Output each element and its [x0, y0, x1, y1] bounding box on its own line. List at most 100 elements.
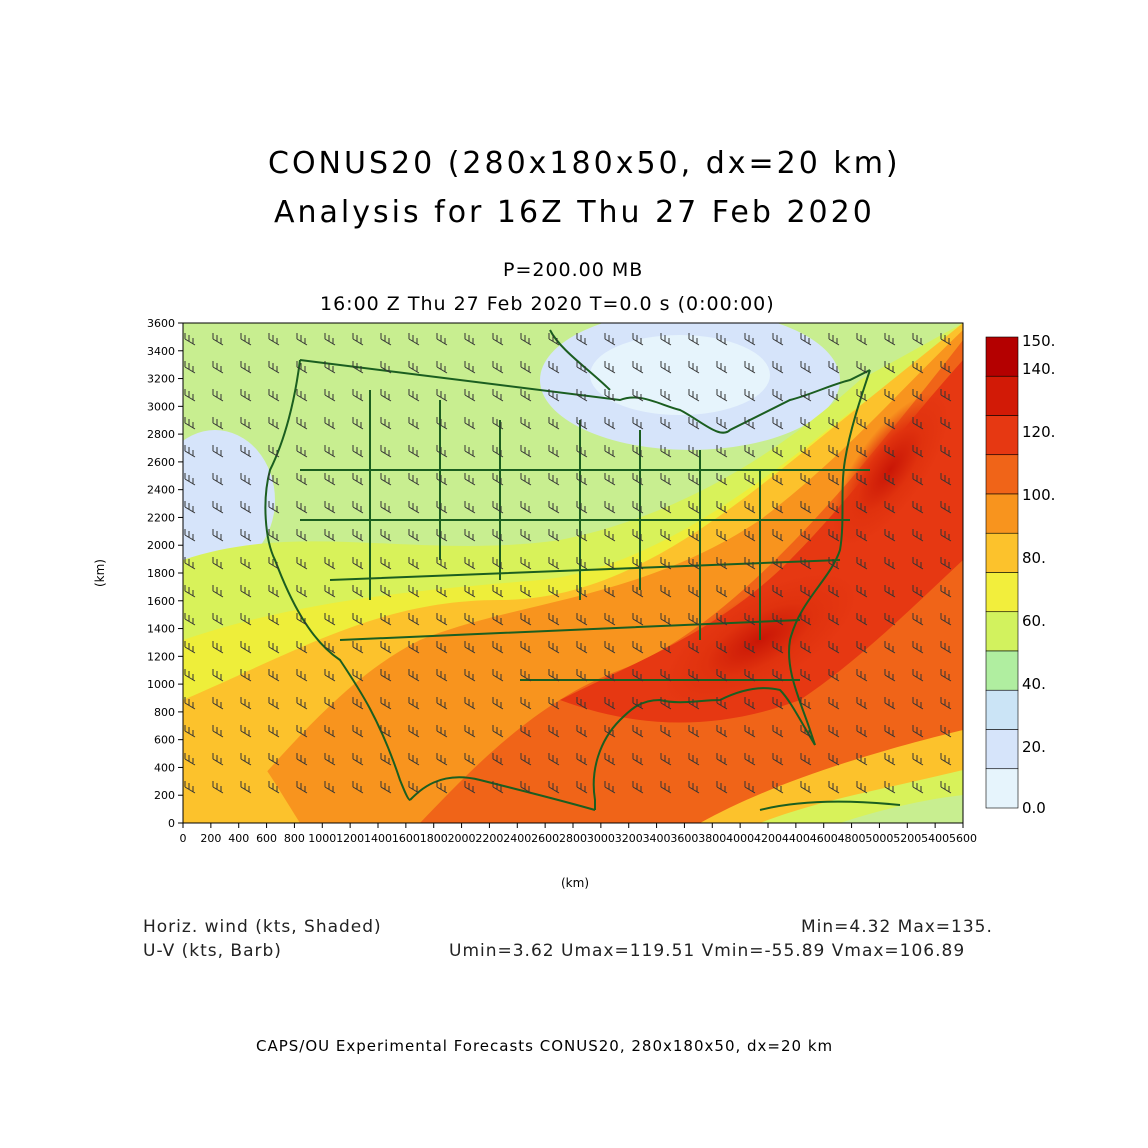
- y-tick-label: 1400: [147, 623, 175, 636]
- wind-barb: [352, 501, 364, 514]
- x-tick-label: 200: [200, 832, 221, 845]
- wind-barb: [436, 529, 448, 542]
- wind-barb: [576, 641, 588, 654]
- wind-barb: [212, 417, 224, 430]
- wind-barb: [212, 445, 224, 458]
- wind-barb: [940, 529, 952, 542]
- wind-barb: [576, 725, 588, 738]
- wind-barb: [912, 697, 924, 710]
- y-tick-label: 2600: [147, 456, 175, 469]
- wind-barb: [632, 781, 644, 794]
- wind-barb: [604, 557, 616, 570]
- wind-barb: [240, 725, 252, 738]
- wind-barb: [408, 613, 420, 626]
- wind-barb: [352, 753, 364, 766]
- wind-barb: [688, 781, 700, 794]
- wind-barb: [324, 501, 336, 514]
- wind-barb: [828, 333, 840, 346]
- wind-barb: [912, 781, 924, 794]
- x-tick-label: 3400: [643, 832, 671, 845]
- wind-barb: [856, 669, 868, 682]
- wind-barb: [296, 641, 308, 654]
- wind-barb: [940, 725, 952, 738]
- wind-barb: [492, 445, 504, 458]
- wind-barb: [716, 781, 728, 794]
- colorbar-label: 150.: [1022, 332, 1055, 350]
- wind-barb: [296, 781, 308, 794]
- wind-barb: [352, 389, 364, 402]
- wind-barb: [800, 417, 812, 430]
- wind-barb: [296, 585, 308, 598]
- wind-barb: [576, 529, 588, 542]
- wind-barb: [268, 333, 280, 346]
- wind-barb: [912, 473, 924, 486]
- wind-barb: [688, 389, 700, 402]
- wind-barb: [352, 473, 364, 486]
- wind-barb: [660, 529, 672, 542]
- wind-barb: [520, 641, 532, 654]
- wind-barb: [212, 529, 224, 542]
- colorbar-segment: [985, 493, 1019, 534]
- y-tick-label: 1200: [147, 650, 175, 663]
- colorbar-label: 140.: [1022, 360, 1055, 378]
- wind-barb: [352, 361, 364, 374]
- wind-barb: [380, 389, 392, 402]
- wind-barb: [520, 417, 532, 430]
- wind-barb: [632, 501, 644, 514]
- wind-barb: [240, 361, 252, 374]
- wind-barb: [912, 361, 924, 374]
- wind-barb: [604, 417, 616, 430]
- y-tick-label: 2800: [147, 428, 175, 441]
- wind-barb: [828, 697, 840, 710]
- wind-barb: [576, 501, 588, 514]
- wind-barb: [380, 641, 392, 654]
- wind-barb: [184, 781, 196, 794]
- wind-barb: [744, 333, 756, 346]
- wind-barb: [828, 557, 840, 570]
- wind-barb: [744, 389, 756, 402]
- wind-barb: [744, 753, 756, 766]
- wind-barb: [800, 333, 812, 346]
- wind-barb: [352, 669, 364, 682]
- wind-barb: [520, 781, 532, 794]
- colorbar: 150. 140. 120. 100. 80. 60. 40. 20. 0.0: [985, 332, 1055, 817]
- wind-barb: [240, 641, 252, 654]
- wind-barb: [548, 613, 560, 626]
- wind-barb: [324, 473, 336, 486]
- wind-barb: [940, 641, 952, 654]
- wind-barb: [772, 473, 784, 486]
- wind-barb: [352, 445, 364, 458]
- wind-barb: [856, 501, 868, 514]
- wind-barb: [492, 669, 504, 682]
- colorbar-label: 0.0: [1022, 799, 1046, 817]
- wind-barb: [184, 585, 196, 598]
- wind-barb: [548, 417, 560, 430]
- wind-barb: [688, 725, 700, 738]
- wind-barb: [688, 361, 700, 374]
- wind-barb: [548, 641, 560, 654]
- wind-barb: [296, 389, 308, 402]
- wind-barb: [576, 417, 588, 430]
- wind-barb: [548, 445, 560, 458]
- y-tick-label: 600: [154, 734, 175, 747]
- wind-barb: [660, 445, 672, 458]
- wind-barb: [772, 445, 784, 458]
- wind-barb: [576, 333, 588, 346]
- wind-barb: [856, 585, 868, 598]
- wind-barb: [408, 389, 420, 402]
- wind-barb: [828, 529, 840, 542]
- x-tick-label: 0: [180, 832, 187, 845]
- x-tick-label: 4000: [726, 832, 754, 845]
- wind-barb: [240, 669, 252, 682]
- wind-barb: [716, 725, 728, 738]
- wind-barb: [912, 445, 924, 458]
- wind-barb: [492, 389, 504, 402]
- wind-barb: [324, 697, 336, 710]
- wind-barb: [548, 725, 560, 738]
- x-tick-label: 4200: [754, 832, 782, 845]
- wind-barb: [716, 585, 728, 598]
- wind-barb: [240, 753, 252, 766]
- wind-barb: [212, 725, 224, 738]
- wind-barb: [408, 753, 420, 766]
